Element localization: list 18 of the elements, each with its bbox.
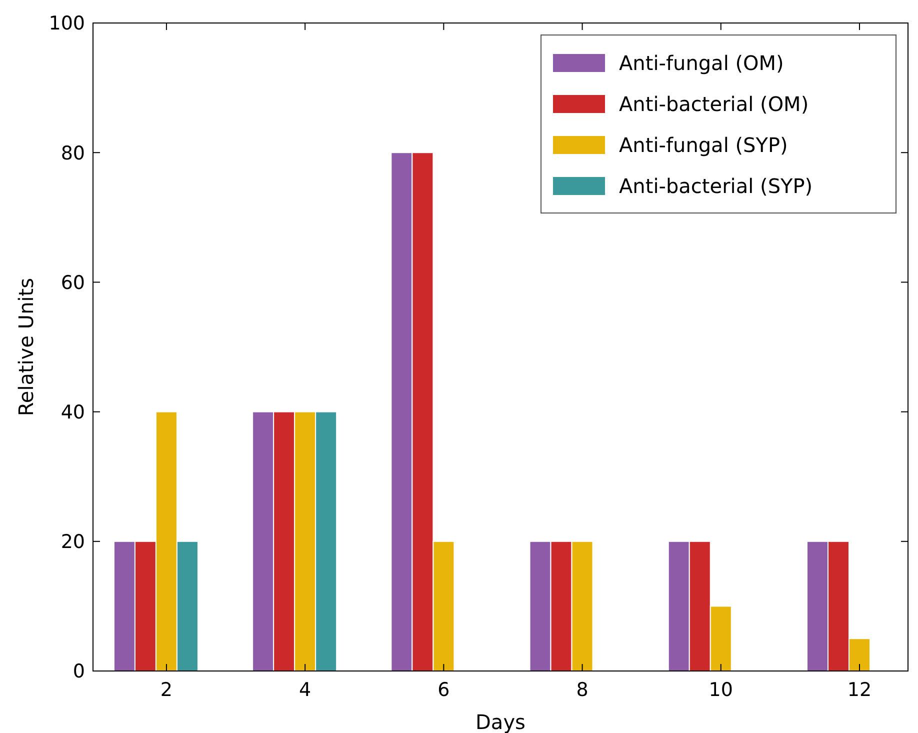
x-tick-label: 10	[708, 679, 733, 701]
legend-label: Anti-bacterial (OM)	[619, 92, 809, 116]
y-tick-label: 40	[60, 401, 85, 424]
y-tick-label: 100	[48, 12, 85, 35]
legend-label: Anti-fungal (OM)	[619, 51, 784, 75]
x-tick-label: 8	[576, 679, 588, 701]
x-tick-label: 12	[847, 679, 872, 701]
legend-label: Anti-bacterial (SYP)	[619, 174, 813, 198]
x-axis-title: Days	[476, 710, 526, 733]
x-tick-label: 6	[438, 679, 450, 701]
x-tick-label: 2	[160, 679, 173, 701]
legend-label: Anti-fungal (SYP)	[619, 133, 788, 157]
y-tick-label: 0	[72, 660, 85, 683]
y-tick-label: 80	[60, 142, 85, 164]
y-tick-label: 20	[60, 531, 85, 554]
y-axis-title: Relative Units	[14, 278, 38, 416]
x-tick-label: 4	[299, 679, 312, 701]
y-tick-label: 60	[60, 272, 85, 294]
